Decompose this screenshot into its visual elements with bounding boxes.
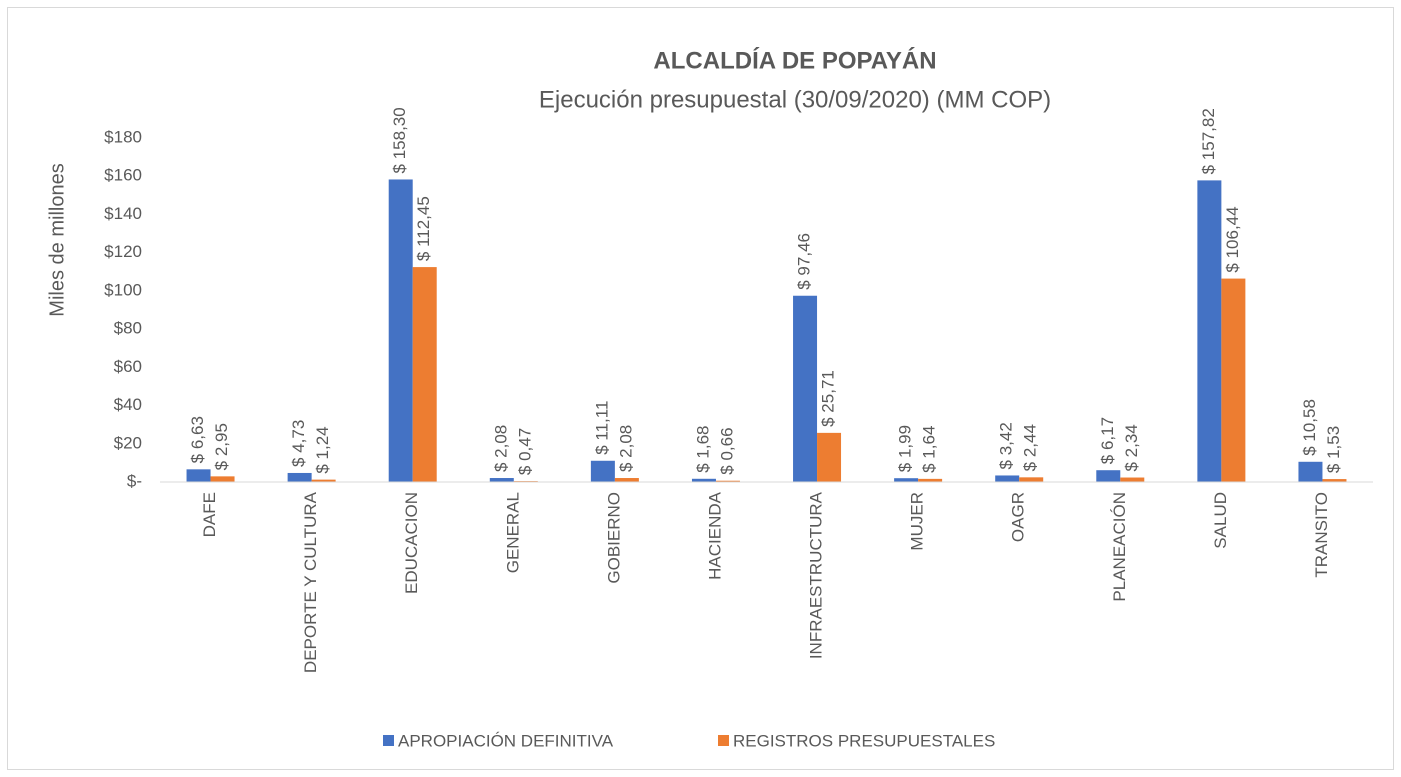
x-tick-label: TRANSITO <box>1312 492 1331 578</box>
data-label: $ 112,45 <box>414 196 433 261</box>
legend-label: APROPIACIÓN DEFINITIVA <box>398 731 614 750</box>
bar <box>210 476 235 482</box>
bar <box>1019 477 1044 482</box>
x-tick-label: GOBIERNO <box>604 492 623 584</box>
bar <box>287 472 312 482</box>
bar <box>1322 479 1347 482</box>
data-label: $ 1,53 <box>1324 426 1343 473</box>
legend-label: REGISTROS PRESUPUESTALES <box>733 731 995 750</box>
bar <box>186 469 211 482</box>
bar <box>995 475 1020 482</box>
data-label: $ 157,82 <box>1199 108 1218 174</box>
x-tick-label: OAGR <box>1009 492 1028 542</box>
x-tick-label: DEPORTE Y CULTURA <box>301 491 320 673</box>
x-tick-label: HACIENDA <box>705 491 724 580</box>
x-tick-label: SALUD <box>1211 492 1230 549</box>
x-tick-label: MUJER <box>908 492 927 551</box>
chart-border <box>7 7 1394 770</box>
y-tick-label: $- <box>127 471 142 490</box>
bar <box>918 478 943 482</box>
bar <box>715 480 740 482</box>
data-label: $ 2,34 <box>1122 424 1141 471</box>
y-tick-label: $180 <box>104 127 142 146</box>
y-tick-label: $40 <box>114 395 142 414</box>
data-label: $ 25,71 <box>819 370 838 427</box>
bar <box>590 460 615 482</box>
data-label: $ 2,95 <box>212 423 231 470</box>
bar <box>1197 180 1222 483</box>
bar <box>1298 461 1323 482</box>
bar <box>388 179 413 482</box>
bar <box>1120 477 1145 482</box>
bar <box>412 267 437 482</box>
data-label: $ 6,63 <box>188 416 207 463</box>
bar <box>311 479 336 482</box>
y-axis-label: Miles de millones <box>46 163 68 316</box>
x-tick-label: GENERAL <box>503 492 522 573</box>
chart-title: ALCALDÍA DE POPAYÁN <box>653 46 936 74</box>
y-tick-label: $120 <box>104 242 142 261</box>
legend-swatch <box>718 735 729 746</box>
bar <box>1096 470 1121 482</box>
data-label: $ 106,44 <box>1223 206 1242 272</box>
x-tick-label: DAFE <box>200 492 219 537</box>
y-tick-label: $60 <box>114 357 142 376</box>
y-tick-label: $100 <box>104 280 142 299</box>
data-label: $ 1,68 <box>693 426 712 473</box>
data-label: $ 2,08 <box>616 425 635 472</box>
x-tick-label: INFRAESTRUCTURA <box>807 491 826 659</box>
y-tick-label: $80 <box>114 319 142 338</box>
bar <box>1221 278 1246 482</box>
data-label: $ 1,24 <box>313 426 332 473</box>
bar <box>489 478 514 482</box>
legend-swatch <box>383 735 394 746</box>
data-label: $ 0,47 <box>515 428 534 475</box>
y-tick-label: $140 <box>104 204 142 223</box>
chart-subtitle: Ejecución presupuestal (30/09/2020) (MM … <box>539 86 1051 113</box>
bar <box>691 478 716 482</box>
data-label: $ 6,17 <box>1098 417 1117 464</box>
bar <box>793 295 818 482</box>
data-label: $ 1,99 <box>896 425 915 472</box>
data-label: $ 1,64 <box>920 426 939 473</box>
x-tick-label: EDUCACION <box>402 492 421 594</box>
data-label: $ 2,44 <box>1021 424 1040 471</box>
data-label: $ 158,30 <box>390 107 409 173</box>
data-label: $ 11,11 <box>592 401 611 455</box>
bar <box>894 478 919 482</box>
bar <box>817 432 842 482</box>
data-label: $ 2,08 <box>491 425 510 472</box>
y-tick-label: $160 <box>104 166 142 185</box>
data-label: $ 10,58 <box>1300 399 1319 456</box>
data-label: $ 0,66 <box>717 427 736 474</box>
x-tick-label: PLANEACIÓN <box>1110 492 1129 602</box>
data-label: $ 97,46 <box>795 233 814 290</box>
data-label: $ 3,42 <box>997 422 1016 469</box>
bar <box>614 478 639 482</box>
data-label: $ 4,73 <box>289 420 308 467</box>
y-tick-label: $20 <box>114 433 142 452</box>
